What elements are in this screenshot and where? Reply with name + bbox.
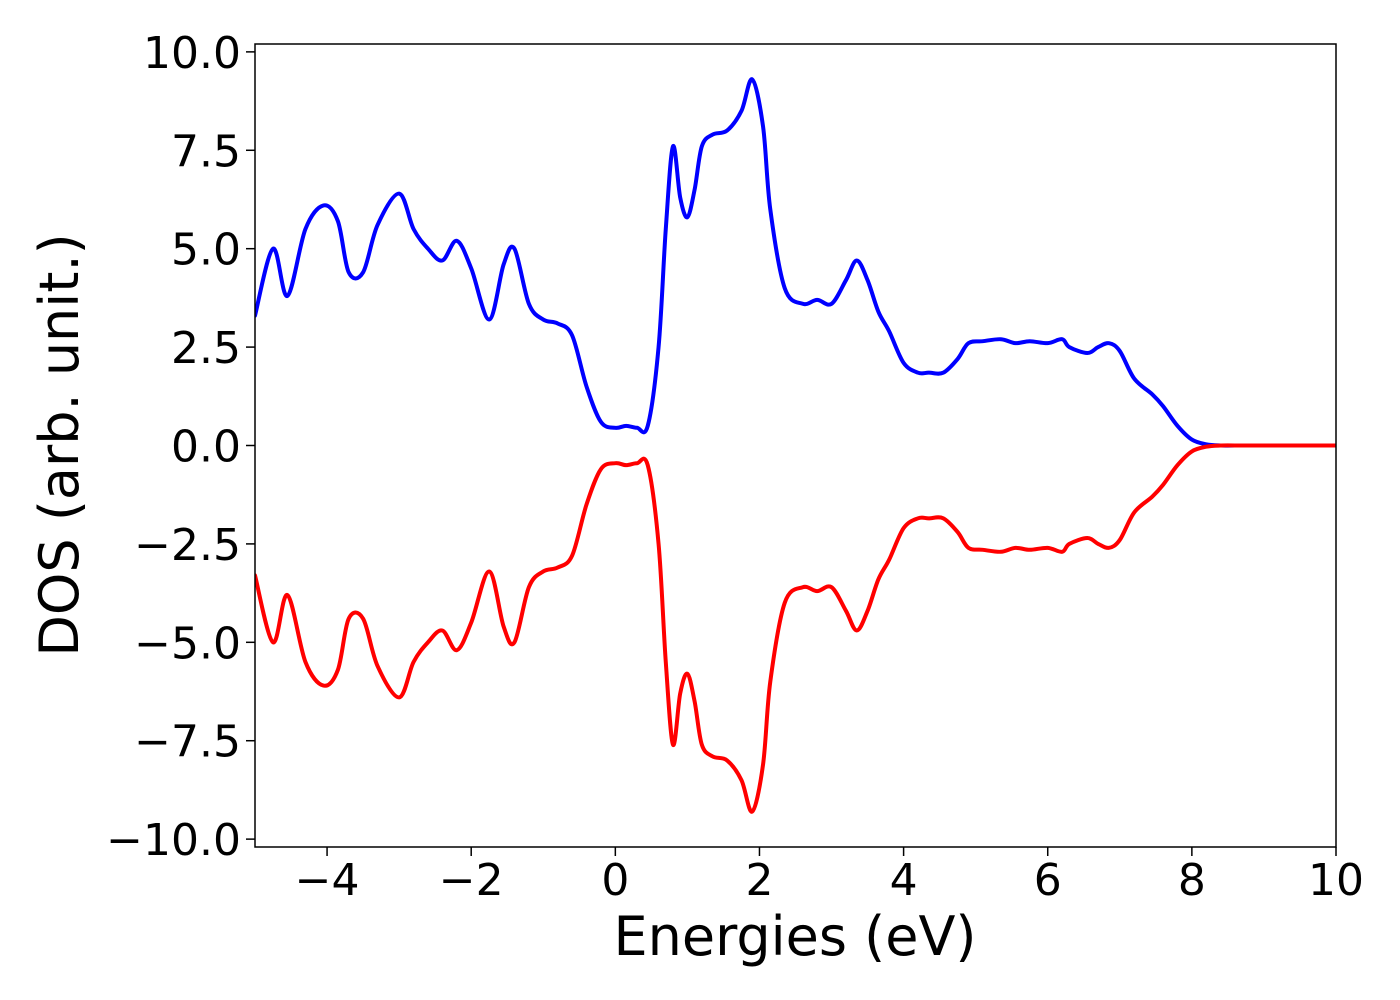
y-tick-label: −5.0 [134,618,241,669]
y-tick-label: −7.5 [134,717,241,768]
spin-down-dos-line [255,443,1336,814]
x-tick-label: 6 [1034,855,1062,906]
y-axis-label: DOS (arb. unit.) [28,233,91,656]
x-tick-label: −4 [295,855,360,906]
x-tick-label: 8 [1178,855,1206,906]
y-tick-label: 0.0 [171,422,241,473]
x-tick-label: 2 [745,855,773,906]
plot-frame [254,43,1337,848]
x-axis-label: Energies (eV) [614,905,977,968]
x-tick-label: 10 [1308,855,1364,906]
y-tick-label: 7.5 [171,126,241,177]
x-axis: −4 −2 0 2 4 6 8 10 [295,847,1364,906]
x-tick-label: 0 [601,855,629,906]
y-tick-label: −2.5 [134,520,241,571]
plot-area [255,44,1336,847]
series-layer [255,77,1336,814]
y-tick-label: 2.5 [171,323,241,374]
spin-up-dos-line [255,77,1336,448]
y-tick-label: 5.0 [171,225,241,276]
y-tick-label: 10.0 [143,28,241,79]
x-tick-label: 4 [890,855,918,906]
x-tick-label: −2 [439,855,504,906]
y-axis: 10.0 7.5 5.0 2.5 0.0 −2.5 −5.0 −7.5 −10.0 [106,28,255,866]
y-tick-label: −10.0 [106,815,241,866]
